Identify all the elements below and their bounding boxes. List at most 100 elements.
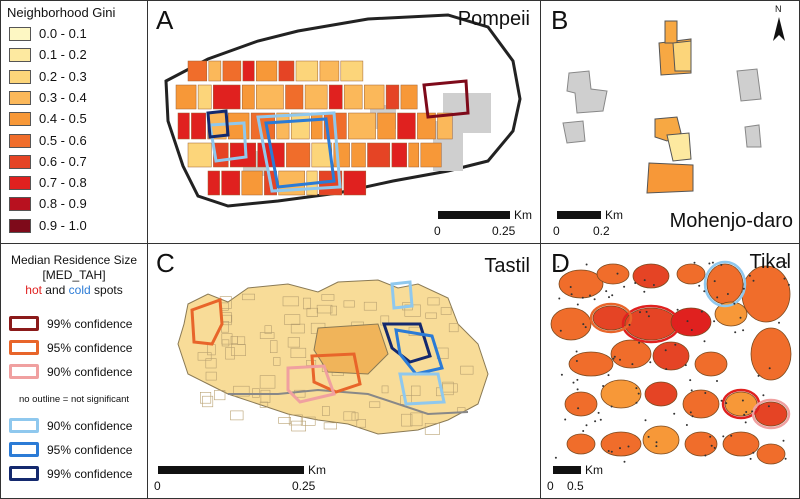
tikal-structure	[710, 444, 713, 447]
tikal-structure	[743, 413, 746, 416]
tikal-structure	[713, 280, 716, 283]
tikal-group	[632, 263, 670, 289]
panel-letter-d: D	[551, 248, 570, 278]
pompeii-block	[241, 84, 255, 110]
tikal-blobs	[550, 260, 792, 465]
tikal-structure	[554, 456, 557, 459]
tikal-structure	[577, 407, 580, 410]
tastil-room	[282, 296, 299, 307]
tastil-room	[442, 383, 458, 393]
tikal-structure	[686, 320, 689, 323]
tikal-structure	[575, 350, 578, 353]
tikal-structure	[716, 296, 719, 299]
tikal-group	[756, 443, 786, 465]
pompeii-block	[242, 60, 255, 82]
panel-title-pompeii: Pompeii	[457, 8, 530, 30]
pompeii-block	[364, 84, 385, 110]
tikal-structure	[752, 451, 755, 454]
pompeii-block	[437, 112, 453, 140]
tikal-structure	[665, 368, 668, 371]
tikal-structure	[762, 394, 765, 397]
tikal-structure	[739, 316, 742, 319]
tikal-structure	[742, 329, 745, 332]
pompeii-block	[420, 142, 442, 168]
tikal-structure	[730, 434, 733, 437]
pompeii-scale-end: 0.25	[492, 224, 516, 238]
tikal-group	[566, 433, 596, 455]
tikal-structure	[690, 389, 693, 392]
tastil-room	[202, 395, 214, 408]
pompeii-block	[348, 112, 376, 140]
tikal-structure	[635, 387, 638, 390]
tastil-scale-bar	[158, 466, 304, 474]
pompeii-block	[285, 84, 304, 110]
tastil-hot-90	[286, 364, 336, 404]
tastil-room	[259, 375, 276, 389]
and-word: and	[45, 283, 66, 297]
hot-confidence-label: 95% confidence	[47, 341, 133, 355]
cold-word: cold	[68, 283, 91, 297]
pompeii-block	[377, 112, 396, 140]
tikal-scale-bar	[553, 466, 581, 474]
tikal-structure	[599, 418, 602, 421]
tastil-room	[288, 414, 303, 426]
tastil-room	[270, 340, 278, 353]
tikal-structure	[674, 343, 677, 346]
tikal-structure	[749, 457, 752, 460]
pompeii-blocks	[175, 60, 453, 196]
tikal-structure	[564, 418, 567, 421]
tikal-structure	[704, 454, 707, 457]
tikal-structure	[610, 450, 613, 453]
tikal-structure	[557, 265, 560, 268]
pompeii-block	[207, 170, 220, 196]
tastil-room	[230, 410, 244, 421]
tikal-structure	[572, 381, 575, 384]
tastil-room	[205, 358, 217, 369]
tastil-room	[356, 419, 366, 428]
tikal-structure	[627, 445, 630, 448]
tastil-room	[381, 385, 389, 394]
pompeii-cold-outline-95	[264, 117, 336, 189]
tastil-room	[260, 389, 271, 403]
tikal-group	[624, 307, 678, 341]
tikal-structure	[612, 357, 615, 360]
pompeii-block	[213, 84, 241, 110]
tikal-scale-end: 0.5	[567, 479, 584, 493]
tikal-structure	[570, 293, 573, 296]
gini-label: 0.1 - 0.2	[39, 47, 87, 63]
tikal-structure	[608, 296, 610, 299]
gini-legend-item: 0.6 - 0.7	[9, 153, 143, 171]
pompeii-block	[221, 170, 241, 196]
tastil-scale-start: 0	[154, 479, 161, 493]
tikal-structure	[742, 287, 745, 290]
panel-tikal: D Tikal Km 0 0.5	[540, 243, 800, 499]
tikal-structure	[643, 279, 646, 282]
tikal-structure	[725, 402, 728, 405]
tastil-hot-95b	[310, 352, 362, 394]
tikal-structure	[585, 424, 588, 427]
tikal-structure	[767, 405, 770, 408]
tastil-room	[410, 412, 423, 427]
tikal-structure	[559, 329, 562, 332]
tikal-group	[722, 431, 760, 457]
tikal-structure	[784, 457, 787, 460]
tikal-structure	[638, 341, 641, 344]
tikal-group	[596, 263, 630, 285]
tikal-structure	[631, 363, 634, 366]
tastil-center-dark	[313, 323, 389, 375]
pompeii-cold-outline-90	[256, 111, 342, 193]
tastil-cold-90a	[390, 280, 414, 310]
tikal-group	[706, 263, 744, 305]
tikal-structure	[560, 373, 563, 376]
pompeii-hot-outline-99	[422, 79, 470, 119]
tikal-structure	[619, 358, 621, 361]
cold-confidence-label: 90% confidence	[47, 419, 133, 433]
tikal-group	[714, 301, 748, 327]
pompeii-cold-outline-90b	[208, 121, 248, 163]
panel-title-tikal: Tikal	[749, 251, 791, 273]
pompeii-block	[286, 142, 311, 168]
tikal-group	[694, 351, 728, 377]
pompeii-block	[328, 84, 343, 110]
north-arrow-icon	[773, 17, 785, 41]
tastil-room	[316, 304, 333, 314]
